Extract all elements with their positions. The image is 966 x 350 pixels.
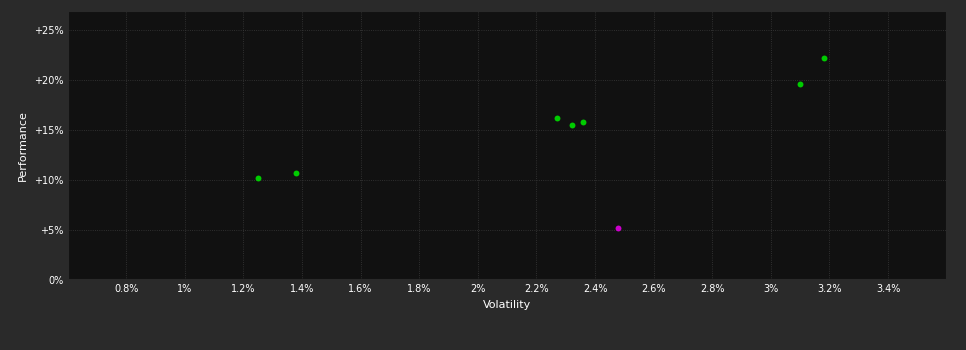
- Y-axis label: Performance: Performance: [18, 110, 28, 181]
- Point: [289, 170, 304, 176]
- Point: [564, 122, 580, 128]
- Point: [550, 116, 565, 121]
- Point: [250, 175, 266, 181]
- Point: [611, 225, 626, 231]
- Point: [576, 119, 591, 125]
- X-axis label: Volatility: Volatility: [483, 300, 531, 310]
- Point: [816, 56, 832, 61]
- Point: [792, 82, 808, 87]
